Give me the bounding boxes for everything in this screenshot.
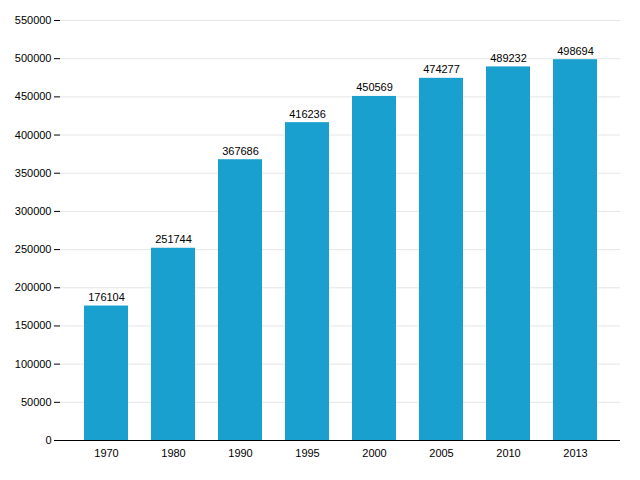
svg-text:176104: 176104 (88, 291, 125, 303)
svg-text:450000: 450000 (15, 90, 52, 102)
svg-text:200000: 200000 (15, 281, 52, 293)
svg-text:550000: 550000 (15, 14, 52, 26)
svg-text:1995: 1995 (295, 447, 319, 459)
svg-text:450569: 450569 (356, 81, 393, 93)
svg-text:2013: 2013 (563, 447, 587, 459)
svg-text:150000: 150000 (15, 319, 52, 331)
svg-text:1980: 1980 (161, 447, 185, 459)
svg-text:2000: 2000 (362, 447, 386, 459)
svg-text:500000: 500000 (15, 52, 52, 64)
svg-text:251744: 251744 (155, 233, 192, 245)
svg-text:0: 0 (45, 434, 51, 446)
svg-text:474277: 474277 (423, 63, 460, 75)
svg-text:400000: 400000 (15, 129, 52, 141)
svg-text:350000: 350000 (15, 167, 52, 179)
svg-text:1970: 1970 (94, 447, 118, 459)
svg-text:416236: 416236 (289, 108, 326, 120)
svg-text:1990: 1990 (228, 447, 252, 459)
svg-text:100000: 100000 (15, 358, 52, 370)
svg-text:250000: 250000 (15, 243, 52, 255)
svg-text:50000: 50000 (21, 396, 52, 408)
svg-text:489232: 489232 (490, 52, 527, 64)
svg-text:367686: 367686 (222, 145, 259, 157)
svg-text:300000: 300000 (15, 205, 52, 217)
svg-text:2005: 2005 (429, 447, 453, 459)
svg-text:498694: 498694 (557, 45, 594, 57)
svg-text:2010: 2010 (496, 447, 520, 459)
